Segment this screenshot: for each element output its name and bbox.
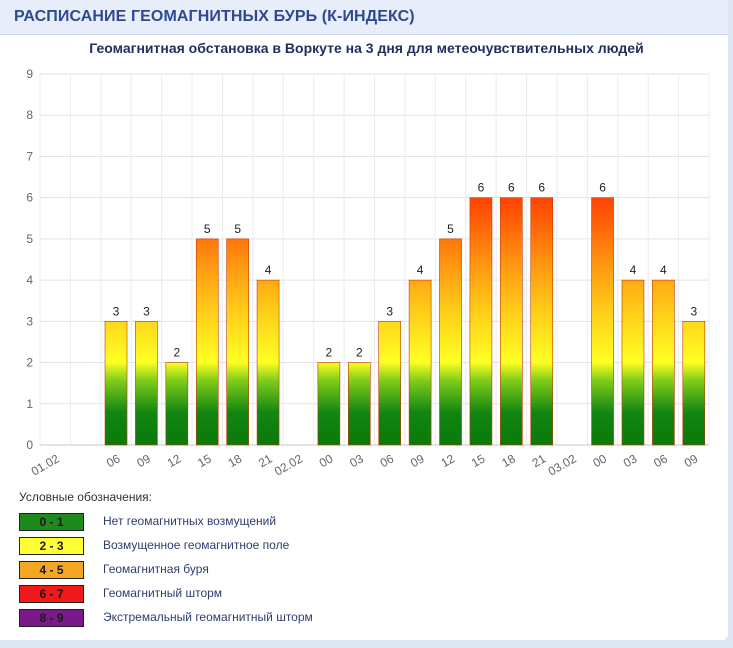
data-label: 4	[630, 263, 637, 277]
bar	[652, 279, 675, 446]
x-tick-label: 18	[499, 451, 518, 470]
x-tick-label: 01.02	[29, 451, 62, 478]
data-label: 3	[143, 304, 150, 318]
x-tick-label: 12	[165, 451, 184, 470]
x-tick-label: 15	[195, 451, 214, 470]
data-label: 6	[478, 181, 485, 195]
data-label: 5	[204, 222, 211, 236]
y-tick-label: 8	[26, 108, 33, 122]
x-tick-label: 18	[226, 451, 245, 470]
data-label: 6	[538, 181, 545, 195]
x-tick-label: 06	[104, 451, 123, 470]
y-tick-label: 7	[26, 149, 33, 163]
bar	[104, 321, 128, 446]
panel-title: РАСПИСАНИЕ ГЕОМАГНИТНЫХ БУРЬ (К-ИНДЕКС)	[14, 8, 415, 25]
bar	[408, 279, 432, 446]
y-tick-label: 2	[26, 356, 33, 370]
x-tick-label: 15	[469, 451, 488, 470]
bar	[500, 197, 523, 446]
legend-swatch: 2 - 3	[19, 537, 84, 555]
legend-label: Нет геомагнитных возмущений	[103, 514, 277, 528]
data-label: 4	[660, 263, 667, 277]
bar	[347, 362, 371, 446]
data-label: 3	[113, 304, 120, 318]
data-label: 2	[173, 346, 180, 360]
x-tick-label: 02.02	[272, 451, 305, 478]
bar	[621, 279, 645, 446]
bar	[591, 197, 614, 446]
data-label: 6	[508, 181, 515, 195]
y-tick-label: 6	[26, 191, 33, 205]
data-label: 5	[447, 222, 454, 236]
x-tick-label: 03	[621, 451, 640, 470]
bar	[317, 362, 341, 446]
bar	[226, 238, 249, 446]
bar	[165, 362, 189, 446]
legend-swatch: 4 - 5	[19, 561, 84, 579]
data-label: 3	[386, 304, 393, 318]
data-label: 6	[599, 181, 606, 195]
legend-swatch: 8 - 9	[19, 609, 84, 627]
legend-title: Условные обозначения:	[19, 490, 152, 504]
bar	[682, 321, 706, 446]
data-label: 2	[326, 346, 333, 360]
x-tick-label: 21	[256, 451, 275, 470]
bar	[469, 197, 493, 446]
legend-swatch: 6 - 7	[19, 585, 84, 603]
x-tick-label: 06	[378, 451, 397, 470]
y-tick-label: 0	[26, 438, 33, 452]
x-tick-label: 03	[347, 451, 366, 470]
panel-header: РАСПИСАНИЕ ГЕОМАГНИТНЫХ БУРЬ (К-ИНДЕКС)	[0, 0, 728, 35]
bar	[256, 279, 280, 446]
y-tick-label: 3	[26, 314, 33, 328]
legend-label: Геомагнитный шторм	[103, 586, 223, 600]
x-tick-label: 03.02	[546, 451, 579, 478]
legend-label: Возмущенное геомагнитное поле	[103, 538, 290, 552]
x-tick-label: 21	[530, 451, 549, 470]
x-tick-label: 12	[438, 451, 457, 470]
data-label: 4	[417, 263, 424, 277]
x-tick-label: 09	[408, 451, 427, 470]
bar	[195, 238, 219, 446]
legend-label: Геомагнитная буря	[103, 562, 209, 576]
y-tick-label: 1	[26, 397, 33, 411]
data-label: 3	[690, 304, 697, 318]
chart-title: Геомагнитная обстановка в Воркуте на 3 д…	[89, 40, 644, 56]
x-tick-label: 00	[317, 451, 336, 470]
y-tick-label: 4	[26, 273, 33, 287]
y-tick-label: 5	[26, 232, 33, 246]
x-tick-label: 00	[590, 451, 609, 470]
data-label: 5	[234, 222, 241, 236]
y-tick-label: 9	[26, 67, 33, 81]
data-label: 4	[265, 263, 272, 277]
x-tick-label: 09	[682, 451, 701, 470]
data-label: 2	[356, 346, 363, 360]
bar	[439, 238, 462, 446]
bar	[378, 321, 402, 446]
x-tick-label: 09	[134, 451, 153, 470]
bar	[530, 197, 554, 446]
x-tick-label: 06	[651, 451, 670, 470]
legend-label: Экстремальный геомагнитный шторм	[103, 610, 313, 624]
bar	[135, 321, 158, 446]
legend-swatch: 0 - 1	[19, 513, 84, 531]
